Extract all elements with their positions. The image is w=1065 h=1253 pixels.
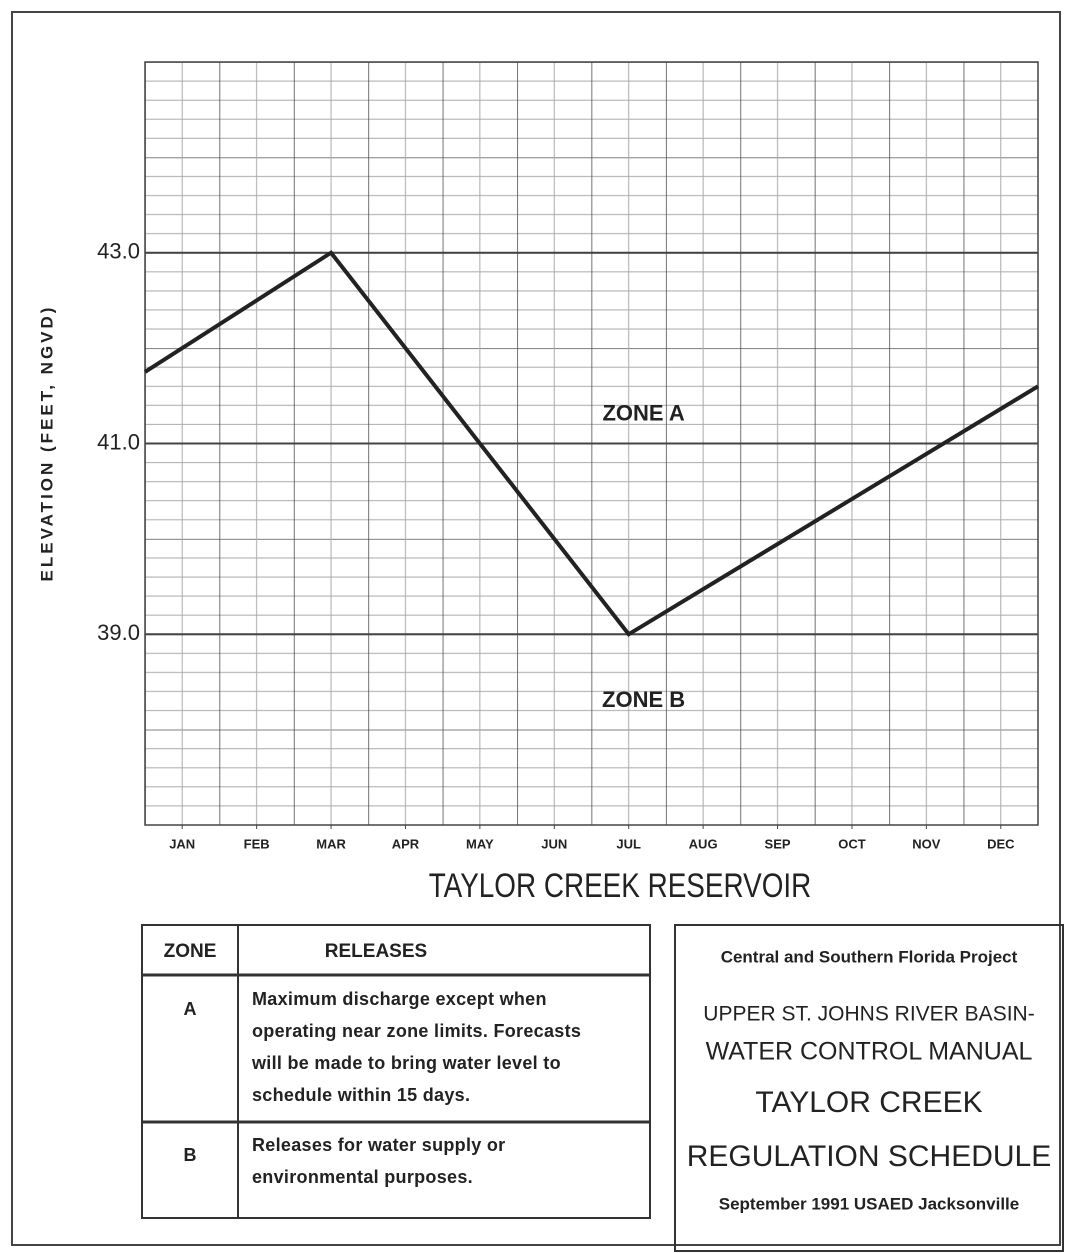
schedule-line bbox=[143, 250, 1040, 637]
x-tick-label: SEP bbox=[765, 836, 791, 851]
title-block-line: REGULATION SCHEDULE bbox=[687, 1140, 1052, 1173]
table-header: RELEASES bbox=[325, 941, 427, 962]
page-border bbox=[11, 11, 1061, 1246]
x-tick-label: MAY bbox=[466, 836, 494, 851]
x-tick-label: JUN bbox=[541, 836, 567, 851]
release-text: Releases for water supply or bbox=[252, 1135, 506, 1155]
y-tick-label: 39.0 bbox=[97, 620, 140, 645]
x-tick-label: MAR bbox=[316, 836, 346, 851]
x-tick-label: NOV bbox=[912, 836, 941, 851]
x-tick-label: FEB bbox=[244, 836, 270, 851]
title-block-line: WATER CONTROL MANUAL bbox=[706, 1038, 1033, 1066]
title-block bbox=[674, 924, 1064, 1252]
x-axis-label: TAYLOR CREEK RESERVOIR bbox=[429, 866, 812, 904]
release-text: schedule within 15 days. bbox=[252, 1085, 470, 1105]
x-tick-label: JAN bbox=[169, 836, 195, 851]
y-tick-label: 43.0 bbox=[97, 239, 140, 264]
zone-cell: B bbox=[184, 1145, 197, 1165]
title-block-line: TAYLOR CREEK bbox=[755, 1086, 982, 1119]
release-text: environmental purposes. bbox=[252, 1167, 473, 1187]
title-block-line: September 1991 USAED Jacksonville bbox=[719, 1194, 1019, 1213]
x-tick-label: APR bbox=[392, 836, 420, 851]
release-text: Maximum discharge except when bbox=[252, 989, 547, 1009]
y-tick-label: 41.0 bbox=[97, 429, 140, 454]
x-tick-label: OCT bbox=[838, 836, 866, 851]
zone-cell: A bbox=[184, 999, 197, 1019]
release-text: will be made to bring water level to bbox=[251, 1053, 561, 1073]
title-block-line: UPPER ST. JOHNS RIVER BASIN- bbox=[703, 1003, 1034, 1026]
releases-table bbox=[141, 924, 651, 1219]
table-header: ZONE bbox=[164, 941, 217, 962]
release-text: operating near zone limits. Forecasts bbox=[252, 1021, 581, 1041]
x-tick-label: AUG bbox=[689, 836, 718, 851]
y-axis-label: ELEVATION (FEET, NGVD) bbox=[37, 305, 56, 582]
x-tick-label: DEC bbox=[987, 836, 1015, 851]
x-tick-label: JUL bbox=[616, 836, 641, 851]
title-block-line: Central and Southern Florida Project bbox=[721, 947, 1018, 966]
zone-label: ZONE B bbox=[602, 687, 685, 712]
zone-label: ZONE A bbox=[602, 401, 684, 426]
